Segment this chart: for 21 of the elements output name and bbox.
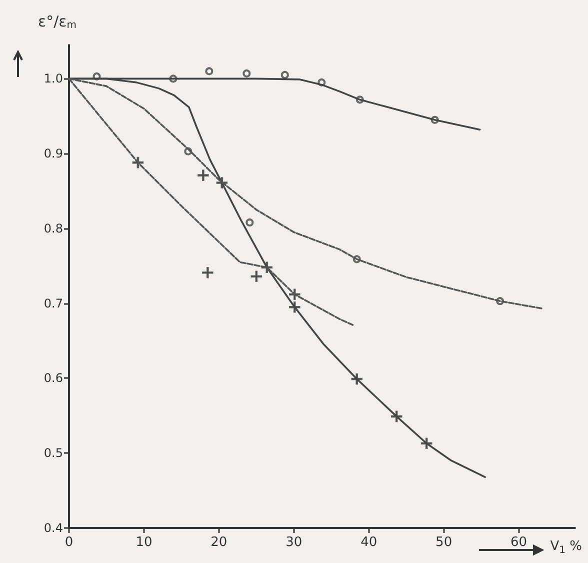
point [202,266,214,278]
y-tick-label: 0.9 [44,146,63,161]
point [242,69,251,78]
x-tick-label: 40 [360,535,378,550]
y-tick-label: 0.8 [44,221,63,236]
x-tick-label: 30 [286,535,302,550]
x-tick-label: 10 [136,535,152,550]
point [198,170,209,181]
y-tick-label: 1.0 [44,72,63,86]
y-tick-label: 0.7 [44,296,63,310]
x-tick-label: 60 [510,535,528,550]
y-tick-label: 0.6 [44,371,63,386]
y-tick-label: 0.5 [44,446,63,460]
point [205,67,214,76]
x-tick-label: 50 [436,535,452,550]
x-tick-label: 0 [64,535,74,550]
x-tick-label: 20 [210,535,228,550]
point [246,218,254,226]
y-tick-label: 0.4 [44,521,63,535]
point [250,270,262,282]
point [280,70,289,79]
